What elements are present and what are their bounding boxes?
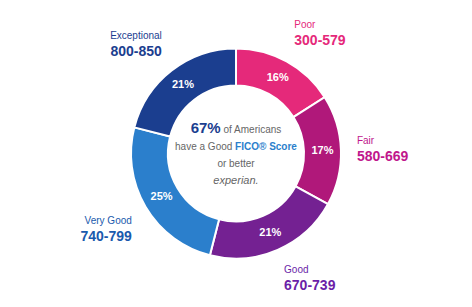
svg-text:21%: 21%	[172, 78, 194, 90]
html-text:experian.: experian.	[213, 173, 259, 186]
svg-text:17%: 17%	[311, 144, 333, 156]
svg-text:Poor: Poor	[294, 19, 316, 30]
svg-text:800-850: 800-850	[110, 43, 162, 59]
svg-text:Very Good: Very Good	[85, 215, 132, 226]
svg-text:580-669: 580-669	[357, 148, 409, 164]
html-text:67%of Americans: 67%of Americans	[190, 118, 282, 136]
html-text:or better: or better	[217, 157, 255, 169]
svg-text:16%: 16%	[267, 71, 289, 83]
svg-text:740-799: 740-799	[80, 228, 132, 244]
svg-text:300-579: 300-579	[294, 32, 346, 48]
svg-text:Good: Good	[284, 264, 308, 275]
svg-text:Exceptional: Exceptional	[110, 30, 162, 41]
svg-text:670-739: 670-739	[284, 277, 336, 293]
svg-text:25%: 25%	[151, 190, 173, 202]
svg-text:Fair: Fair	[357, 135, 375, 146]
html-text:have a Good FICO ® Score: have a Good FICO ® Score	[175, 140, 297, 152]
svg-text:21%: 21%	[259, 226, 281, 238]
